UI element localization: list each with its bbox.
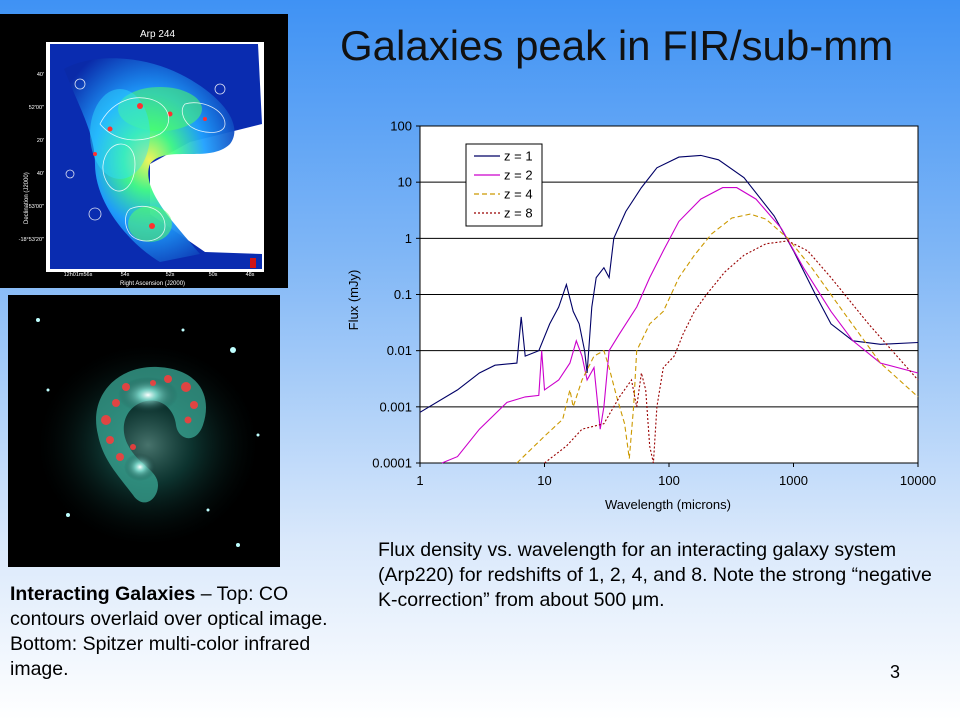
top-image-xtick: 12h01m56s (64, 272, 93, 278)
chart-series-line-3 (516, 213, 919, 464)
chart-y-tick-label: 0.01 (387, 343, 412, 358)
chart-y-tick-label: 0.0001 (372, 456, 412, 471)
chart-legend-box (465, 143, 543, 227)
top-image-xtick: 54s (121, 272, 130, 278)
chart-x-tick-label: 1 (416, 473, 423, 488)
chart-series-line-2 (441, 187, 919, 464)
chart-y-tick-label: 10 (398, 175, 412, 190)
top-image-ytick: 40' (37, 171, 44, 177)
top-image-ylabel: Declination (J2000) (24, 172, 30, 224)
slide-title: Galaxies peak in FIR/sub-mm (340, 22, 894, 69)
spitzer-infrared-image (8, 295, 280, 567)
top-image-ytick: 53'00" (29, 204, 44, 210)
top-image-ytick: 52'00" (29, 105, 44, 111)
chart-y-tick-label: 100 (390, 119, 412, 134)
top-image-xlabel: Right Ascension (J2000) (120, 281, 185, 287)
micro-symbol: μ (631, 589, 643, 611)
chart-y-tick-label: 0.1 (394, 287, 412, 302)
top-image-xtick: 52s (166, 272, 175, 278)
top-image-label: Arp 244 (140, 29, 175, 40)
chart-x-tick-label: 10 (537, 473, 551, 488)
chart-x-axis-label: Wavelength (microns) (605, 497, 731, 512)
spitzer-infrared-image-svg (8, 295, 280, 567)
chart-x-tick-label: 1000 (779, 473, 808, 488)
left-caption-bold: Interacting Galaxies (10, 583, 196, 605)
chart-legend-label: z = 1 (504, 149, 533, 164)
chart-legend-label: z = 4 (504, 187, 533, 202)
chart-legend: z = 1 z = 2 z = 4 z = 8 (465, 143, 543, 227)
chart-y-tick-label: 1 (405, 231, 412, 246)
slide-number: 3 (890, 662, 901, 682)
chart-y-axis-label: Flux (mJy) (346, 270, 361, 331)
top-image-xtick: 48s (246, 272, 255, 278)
chart-legend-label: z = 8 (504, 206, 533, 221)
right-caption-text: Flux density vs. wavelength for an inter… (378, 539, 932, 611)
optical-co-contour-image-svg: Arp 244 Declination (J2000) Right Ascens… (0, 14, 288, 288)
right-caption: Flux density vs. wavelength for an inter… (378, 538, 938, 613)
top-image-ytick: 20' (37, 138, 44, 144)
chart-x-tick-label: 10000 (900, 473, 936, 488)
left-caption-text: – Top: CO contours overlaid over optical… (10, 583, 328, 680)
chart-y-tick-label: 0.001 (379, 399, 412, 414)
top-image-xtick: 50s (209, 272, 218, 278)
chart-x-tick-label: 100 (658, 473, 680, 488)
top-image-ytick: 40' (37, 72, 44, 78)
optical-co-contour-image: Arp 244 Declination (J2000) Right Ascens… (0, 14, 288, 288)
chart-legend-label: z = 2 (504, 168, 533, 183)
top-image-ytick: -18°53'20" (19, 237, 44, 243)
right-caption-unit-tail: m. (642, 589, 665, 611)
left-caption: Interacting Galaxies – Top: CO contours … (10, 582, 340, 682)
chart-series-line-4 (544, 240, 919, 464)
